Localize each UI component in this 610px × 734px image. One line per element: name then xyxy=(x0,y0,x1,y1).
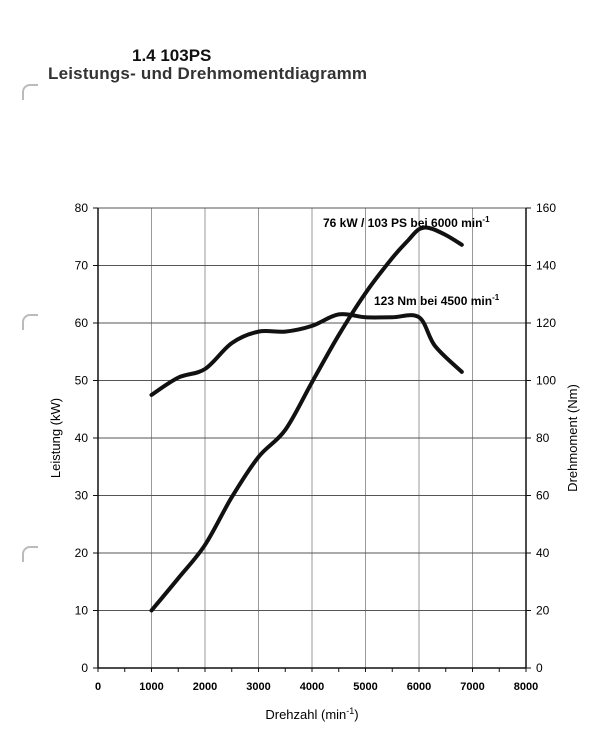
y-tick-label-right: 160 xyxy=(536,201,556,215)
y-tick-label-right: 120 xyxy=(536,316,556,330)
binder-hole-icon xyxy=(22,546,38,562)
y-tick-label-right: 60 xyxy=(536,489,550,503)
y-tick-label-left: 10 xyxy=(75,604,89,618)
x-tick-label: 7000 xyxy=(460,681,484,693)
y-tick-label-right: 80 xyxy=(536,431,550,445)
x-tick-label: 5000 xyxy=(353,681,377,693)
model-title: 1.4 103PS xyxy=(132,46,212,65)
y-tick-label-left: 60 xyxy=(75,316,89,330)
x-tick-label: 2000 xyxy=(193,681,217,693)
x-tick-label: 4000 xyxy=(300,681,324,693)
y-tick-label-right: 40 xyxy=(536,546,550,560)
x-tick-label: 1000 xyxy=(139,681,163,693)
y-tick-label-left: 80 xyxy=(75,201,89,215)
y-tick-label-left: 50 xyxy=(75,374,89,388)
binder-hole-icon xyxy=(22,314,38,330)
y-tick-label-left: 40 xyxy=(75,431,89,445)
annotation-label: 76 kW / 103 PS bei 6000 min-1 xyxy=(323,215,490,230)
annotation-label: 123 Nm bei 4500 min-1 xyxy=(374,293,500,308)
y-tick-label-left: 70 xyxy=(75,259,89,273)
x-axis-label: Drehzahl (min-1) xyxy=(265,706,358,722)
page-title: Leistungs- und Drehmomentdiagramm xyxy=(48,64,368,83)
series-line-leistung xyxy=(149,225,464,613)
x-tick-label: 3000 xyxy=(246,681,270,693)
y-tick-label-left: 20 xyxy=(75,546,89,560)
y-axis-label-left: Leistung (kW) xyxy=(48,398,63,478)
y-axis-label-right: Drehmoment (Nm) xyxy=(565,384,580,492)
y-tick-label-left: 30 xyxy=(75,489,89,503)
series-line-drehmoment xyxy=(149,312,464,397)
x-tick-label: 8000 xyxy=(514,681,538,693)
y-tick-label-right: 0 xyxy=(536,661,543,675)
x-tick-label: 0 xyxy=(95,681,101,693)
x-tick-label: 6000 xyxy=(407,681,431,693)
y-tick-label-right: 100 xyxy=(536,374,556,388)
binder-hole-icon xyxy=(22,84,38,100)
y-tick-label-left: 0 xyxy=(81,661,88,675)
y-tick-label-right: 140 xyxy=(536,259,556,273)
y-tick-label-right: 20 xyxy=(536,604,550,618)
